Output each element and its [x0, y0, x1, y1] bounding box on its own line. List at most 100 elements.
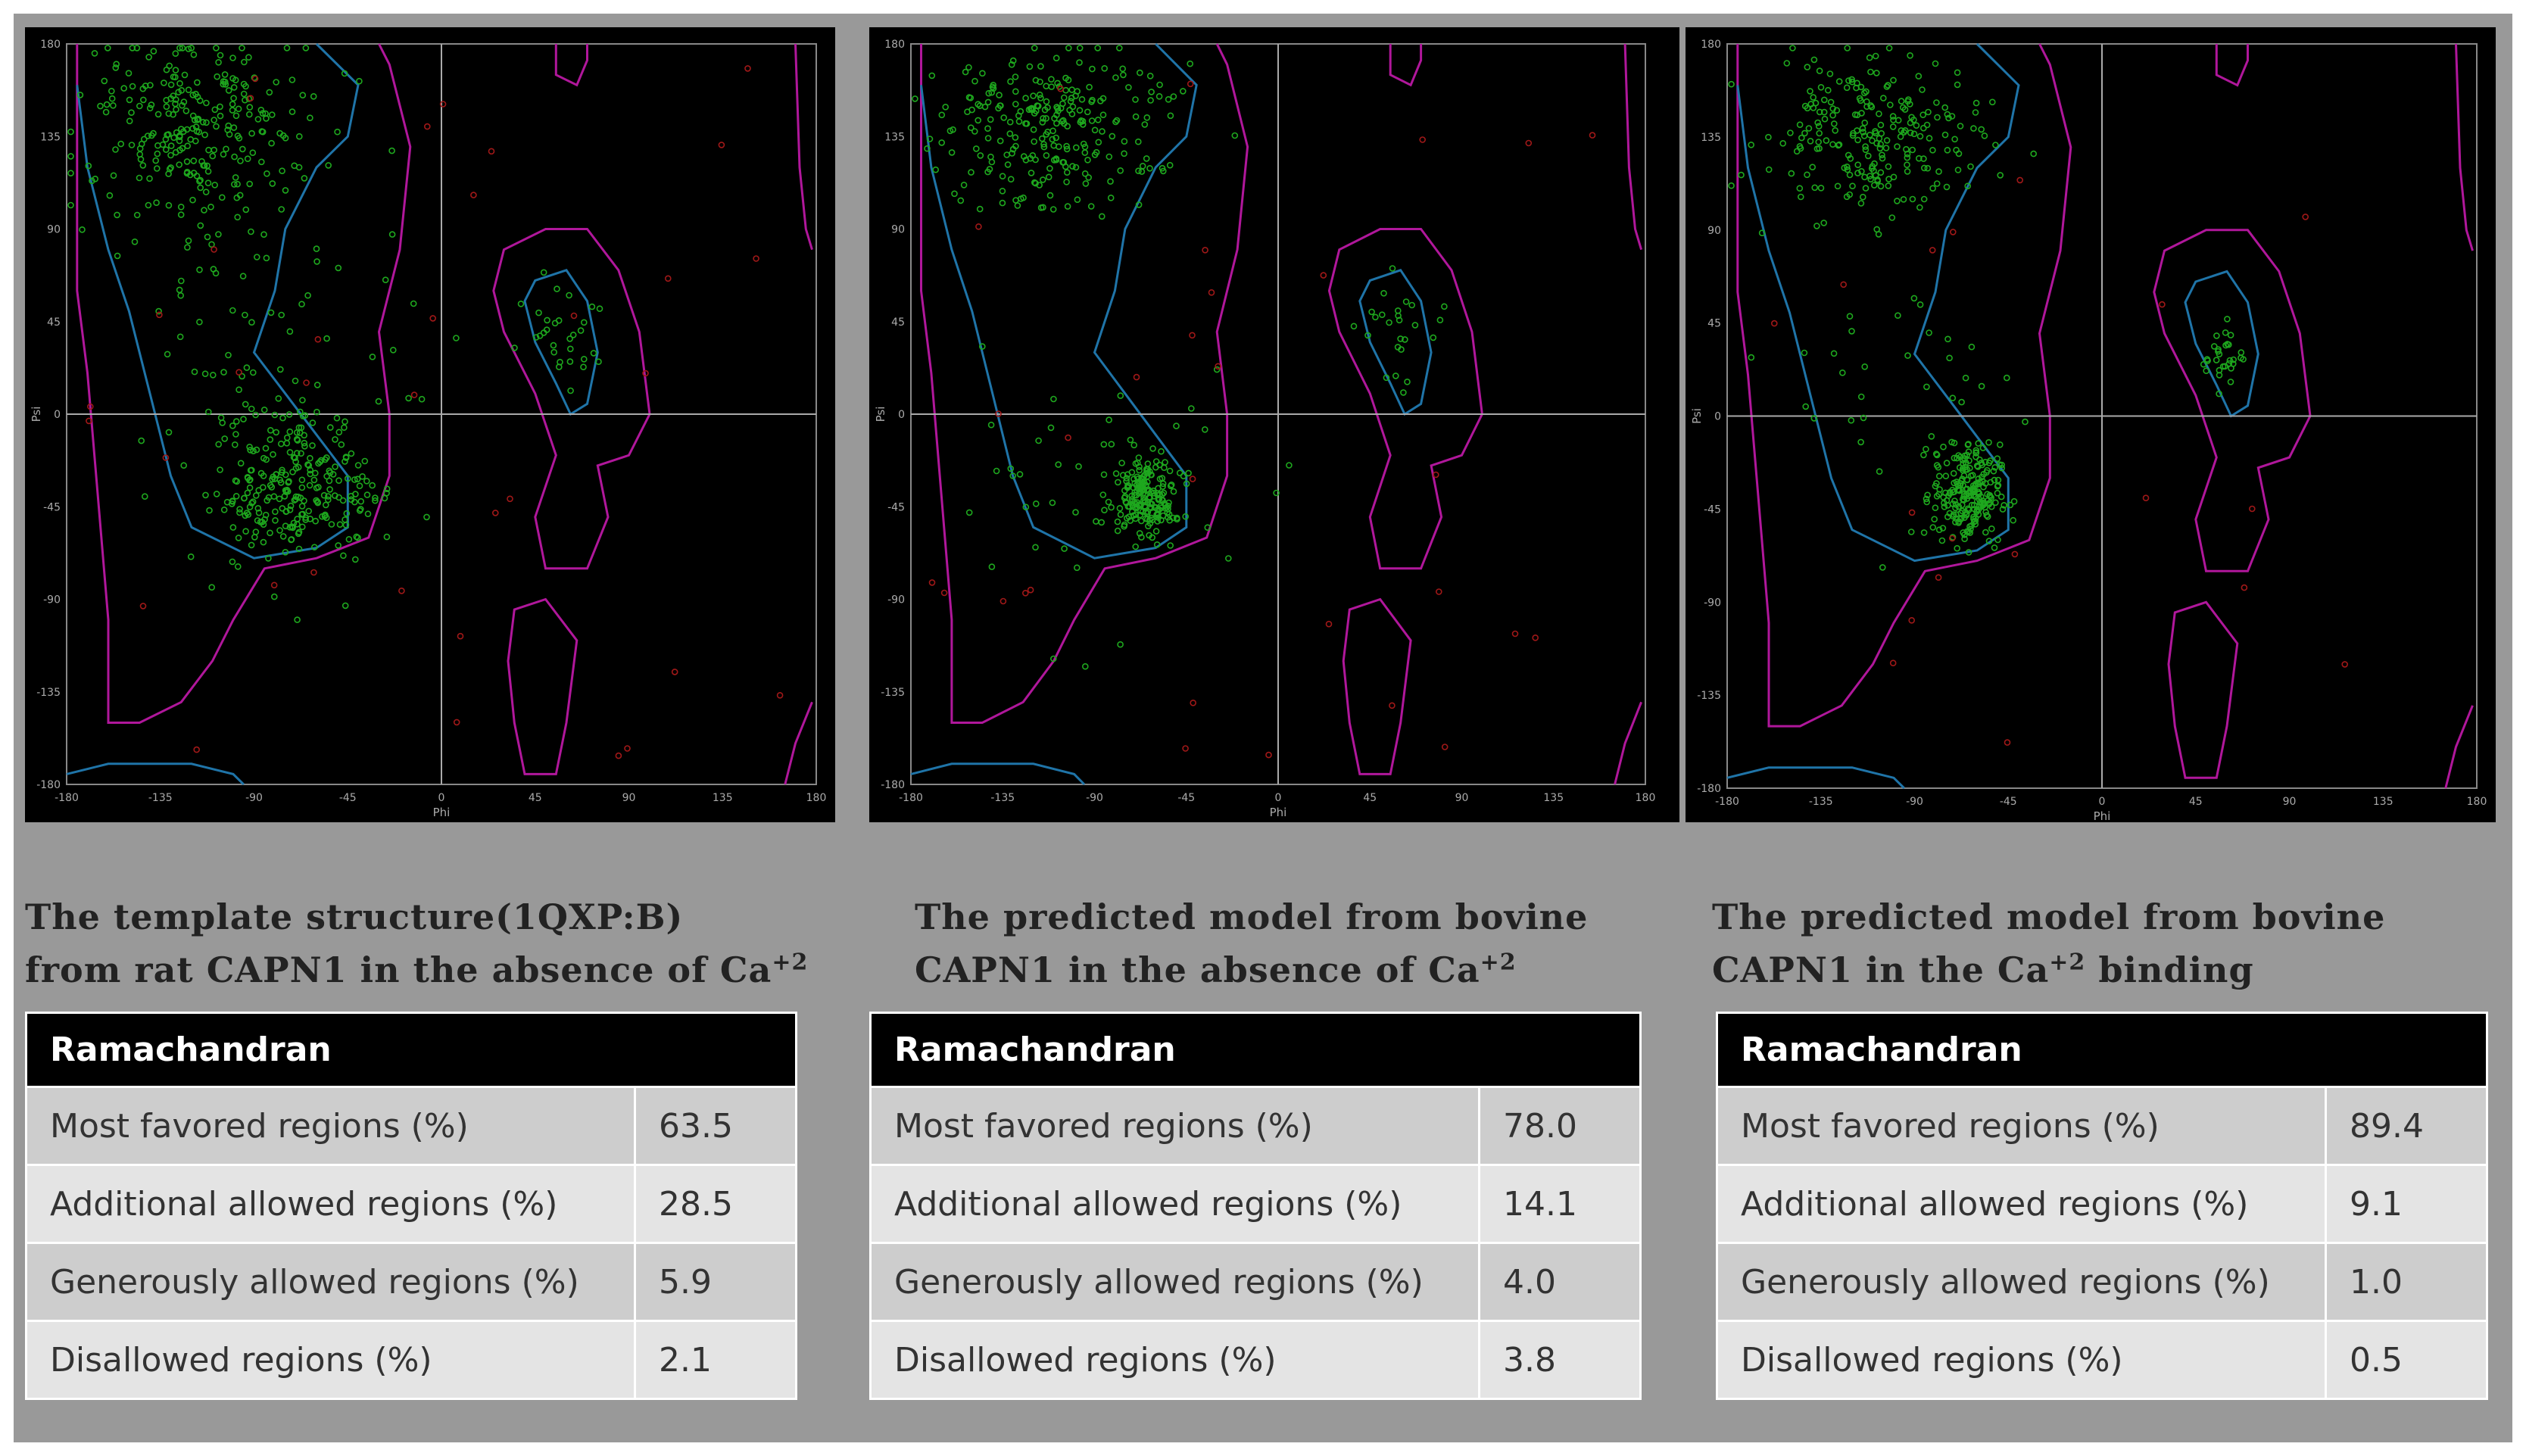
residue-point: [588, 303, 596, 310]
residue-point: [540, 269, 547, 276]
row-label: Additional allowed regions (%): [1716, 1164, 2327, 1244]
residue-point: [145, 201, 152, 209]
residue-point: [1076, 107, 1084, 114]
residue-point: [295, 133, 303, 140]
residue-point: [79, 226, 86, 233]
residue-point: [276, 476, 284, 484]
caption-line-1: The predicted model from bovine: [1712, 896, 2386, 937]
residue-point: [1132, 511, 1140, 519]
residue-point: [177, 204, 185, 210]
residue-point: [948, 149, 956, 156]
residue-point: [1106, 153, 1113, 161]
table-row: Generously allowed regions (%) 4.0: [869, 1242, 1642, 1322]
residue-point: [285, 479, 292, 486]
outlier-point: [314, 335, 322, 343]
residue-point: [1094, 117, 1102, 123]
residue-point: [988, 89, 995, 96]
residue-point: [249, 369, 257, 376]
residue-point: [1877, 141, 1885, 148]
residue-point: [1383, 374, 1390, 382]
residue-point: [298, 523, 306, 531]
y-tick-label: -45: [887, 501, 905, 513]
residue-point: [2010, 516, 2017, 524]
residue-point: [1380, 289, 1387, 297]
residue-point: [1979, 444, 1987, 451]
residue-point: [1201, 426, 1208, 433]
y-tick-label: 45: [891, 316, 905, 329]
residue-point: [1888, 214, 1896, 221]
residue-point: [1910, 295, 1918, 302]
caption-superscript: +2: [772, 949, 809, 976]
residue-point: [2227, 379, 2234, 385]
residue-point: [1960, 472, 1968, 479]
residue-point: [192, 137, 199, 145]
residue-point: [138, 437, 145, 444]
residue-point: [211, 106, 219, 114]
residue-point: [1372, 313, 1379, 321]
residue-point: [1062, 74, 1069, 82]
residue-point: [1099, 491, 1107, 498]
residue-point: [301, 497, 307, 504]
residue-point: [348, 450, 355, 457]
residue-point: [343, 510, 351, 517]
residue-point: [1135, 201, 1143, 208]
residue-point: [1131, 479, 1139, 487]
x-tick-label: 0: [438, 792, 445, 804]
residue-point: [1138, 168, 1146, 175]
residue-point: [226, 131, 233, 138]
residue-point: [298, 476, 306, 484]
residue-point: [1829, 111, 1836, 119]
residue-point: [1154, 511, 1162, 519]
residue-point: [131, 238, 139, 245]
residue-point: [1925, 108, 1932, 116]
residue-point: [333, 414, 341, 422]
x-tick-label: 180: [806, 792, 827, 804]
residue-point: [1137, 507, 1144, 515]
residue-point: [1966, 522, 1973, 530]
residue-point: [295, 463, 302, 471]
residue-point: [1952, 519, 1959, 525]
residue-point: [1012, 88, 1019, 95]
residue-point: [1051, 115, 1058, 122]
ramachandran-table-1: Ramachandran Most favored regions (%) 63.…: [25, 1012, 797, 1400]
residue-point: [1015, 118, 1023, 125]
residue-point: [1048, 76, 1055, 83]
residue-point: [1173, 422, 1180, 429]
residue-point: [1155, 93, 1163, 100]
residue-point: [1108, 441, 1115, 448]
residue-point: [234, 214, 242, 221]
residue-point: [223, 498, 231, 506]
ramachandran-plot-1: -180 -135 -90 -45 0 45 90 135 180 180 135 90 45 0 -45 -…: [25, 27, 835, 822]
residue-point: [1112, 470, 1120, 477]
residue-point: [164, 351, 171, 358]
residue-point: [317, 458, 323, 466]
residue-point: [1919, 124, 1927, 132]
residue-point: [2225, 341, 2232, 348]
residue-point: [1978, 126, 1985, 133]
outlier-point: [423, 123, 431, 130]
residue-point: [1121, 493, 1129, 500]
residue-point: [1030, 126, 1037, 133]
residue-point: [1115, 479, 1121, 486]
outlier-point: [664, 275, 672, 282]
residue-point: [313, 408, 320, 416]
residue-point: [1873, 70, 1880, 76]
caption-superscript: +2: [1480, 949, 1517, 976]
residue-point: [244, 489, 251, 497]
residue-point: [279, 505, 286, 512]
residue-point: [92, 176, 98, 182]
residue-point: [1876, 111, 1882, 117]
generous-region-lower: [507, 597, 578, 775]
table-row: Additional allowed regions (%) 28.5: [25, 1164, 797, 1244]
residue-point: [163, 66, 170, 73]
caption-tail: binding: [2085, 949, 2254, 990]
residue-point: [163, 97, 170, 104]
residue-point: [1040, 143, 1048, 151]
residue-point: [2001, 501, 2007, 509]
generous-region-alphaL: [2153, 229, 2312, 572]
residue-point: [229, 524, 237, 531]
residue-point: [309, 419, 317, 426]
table-row: Generously allowed regions (%) 5.9: [25, 1242, 797, 1322]
residue-point: [259, 484, 267, 491]
residue-point: [1037, 63, 1044, 70]
